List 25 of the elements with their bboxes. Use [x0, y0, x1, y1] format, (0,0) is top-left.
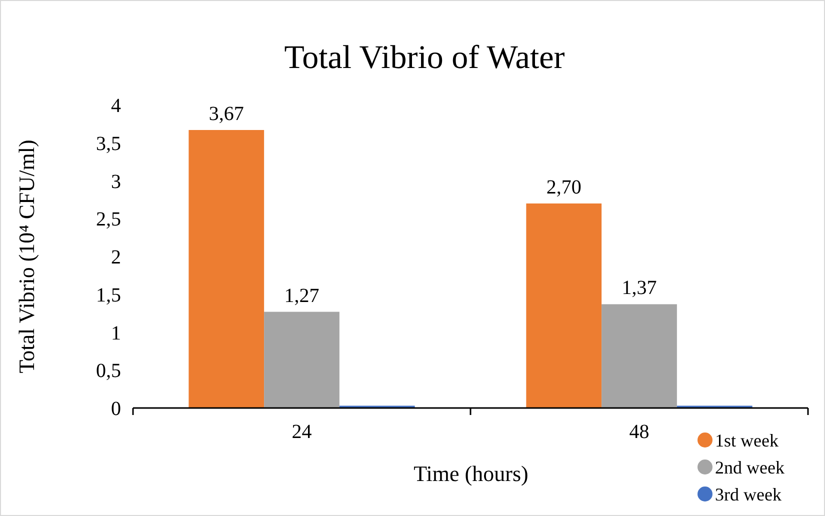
legend-label: 2nd week	[715, 457, 784, 478]
chart-title: Total Vibrio of Water	[284, 40, 565, 76]
legend-label: 1st week	[715, 430, 778, 450]
y-tick-label: 0,5	[96, 360, 121, 382]
x-tick-label: 24	[292, 421, 312, 443]
data-label: 1,37	[622, 277, 657, 300]
bar	[264, 312, 340, 408]
y-tick-label: 3	[111, 170, 121, 193]
y-tick-label: 0	[111, 398, 121, 420]
y-axis-title: Total Vibrio (10⁴ CFU/ml)	[14, 140, 39, 374]
data-label: 3,67	[208, 102, 244, 125]
data-label: 2,70	[546, 176, 582, 198]
bar	[602, 304, 677, 408]
x-tick-label: 48	[629, 421, 650, 443]
data-label: 1,27	[284, 284, 320, 307]
y-tick-label: 2	[111, 246, 121, 268]
y-tick-label: 4	[111, 95, 121, 117]
bar	[188, 130, 264, 408]
bar	[526, 203, 602, 408]
y-tick-label: 1	[111, 322, 121, 344]
y-tick-label: 2,5	[96, 208, 121, 231]
y-tick-label: 3,5	[96, 132, 121, 155]
x-axis-title: Time (hours)	[414, 461, 528, 486]
legend-label: 3rd week	[715, 484, 782, 504]
y-tick-label: 1,5	[96, 284, 121, 306]
